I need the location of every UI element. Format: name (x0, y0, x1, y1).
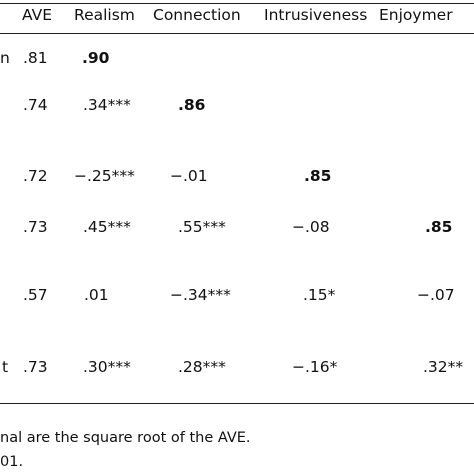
cell-connection: −.01 (170, 167, 208, 185)
cell-intrusiveness: −.08 (292, 218, 330, 236)
header-bottom-rule (0, 33, 474, 34)
cell-intrusiveness: .85 (304, 167, 332, 185)
cell-connection: .86 (178, 96, 206, 114)
row-label: t (2, 358, 9, 376)
header-ave: AVE (22, 6, 53, 24)
cell-enjoyment: .85 (425, 218, 453, 236)
footnote-significance: 01. (0, 454, 24, 470)
header-realism: Realism (74, 6, 135, 24)
cell-connection: −.34*** (170, 286, 231, 304)
cell-connection: .28*** (178, 358, 226, 376)
cell-realism: .34*** (83, 96, 131, 114)
header-connection: Connection (153, 6, 241, 24)
cell-realism: .45*** (83, 218, 131, 236)
cell-realism: .01 (84, 286, 109, 304)
row-label: n (0, 49, 10, 67)
cell-intrusiveness: −.16* (292, 358, 338, 376)
table-bottom-rule (0, 403, 474, 404)
footnote-diagonal: nal are the square root of the AVE. (0, 430, 251, 446)
cell-ave: .73 (23, 218, 48, 236)
header-enjoyment: Enjoymer (379, 6, 453, 24)
cell-connection: .55*** (178, 218, 226, 236)
cell-ave: .72 (23, 167, 48, 185)
cell-realism: .30*** (83, 358, 131, 376)
cell-ave: .57 (23, 286, 48, 304)
cell-realism: .90 (82, 49, 110, 67)
cell-ave: .74 (23, 96, 48, 114)
header-top-rule (0, 3, 474, 4)
cell-realism: −.25*** (74, 167, 135, 185)
header-intrusiveness: Intrusiveness (264, 6, 368, 24)
cell-ave: .81 (23, 49, 48, 67)
cell-enjoyment: .32** (423, 358, 464, 376)
cell-intrusiveness: .15* (303, 286, 336, 304)
cell-ave: .73 (23, 358, 48, 376)
cell-enjoyment: −.07 (417, 286, 455, 304)
